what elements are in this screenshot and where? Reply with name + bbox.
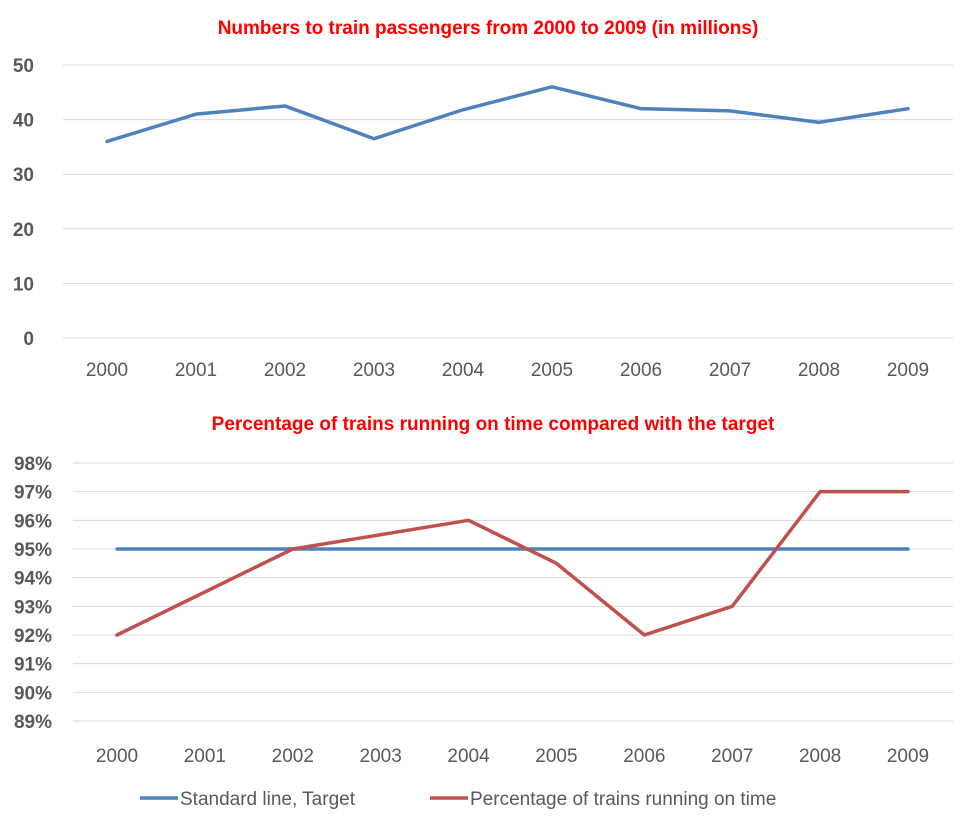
y-tick-label: 91% xyxy=(14,655,52,676)
x-tick-label: 2001 xyxy=(184,746,226,767)
x-tick-label: 2009 xyxy=(887,746,929,767)
chart-title: Percentage of trains running on time com… xyxy=(212,414,775,435)
y-tick-label: 96% xyxy=(14,511,52,532)
x-tick-label: 2005 xyxy=(531,360,573,381)
y-tick-label: 93% xyxy=(14,597,52,618)
x-tick-label: 2002 xyxy=(264,360,306,381)
legend-label: Standard line, Target xyxy=(180,789,356,810)
series-line-passengers xyxy=(105,85,910,144)
y-tick-label: 0 xyxy=(23,329,34,350)
x-tick-label: 2007 xyxy=(711,746,753,767)
legend-label: Percentage of trains running on time xyxy=(470,789,776,810)
y-tick-label: 50 xyxy=(13,56,34,77)
x-tick-label: 2000 xyxy=(96,746,138,767)
y-tick-label: 30 xyxy=(13,165,34,186)
x-tick-label: 2004 xyxy=(442,360,485,381)
x-tick-label: 2006 xyxy=(620,360,662,381)
x-tick-label: 2003 xyxy=(360,746,402,767)
x-tick-label: 2006 xyxy=(623,746,665,767)
x-tick-label: 2008 xyxy=(798,360,840,381)
y-tick-label: 89% xyxy=(14,712,52,733)
x-tick-label: 2001 xyxy=(175,360,217,381)
x-tick-label: 2008 xyxy=(799,746,841,767)
x-tick-label: 2003 xyxy=(353,360,395,381)
y-tick-label: 40 xyxy=(13,111,34,132)
x-tick-label: 2005 xyxy=(535,746,577,767)
y-tick-label: 97% xyxy=(14,483,52,504)
y-tick-label: 10 xyxy=(13,274,34,295)
y-tick-label: 94% xyxy=(14,569,52,590)
x-tick-label: 2007 xyxy=(709,360,751,381)
x-tick-label: 2004 xyxy=(447,746,490,767)
y-tick-label: 98% xyxy=(14,454,52,475)
x-tick-label: 2009 xyxy=(887,360,929,381)
x-tick-label: 2000 xyxy=(86,360,128,381)
chart-title: Numbers to train passengers from 2000 to… xyxy=(218,18,759,39)
x-tick-label: 2002 xyxy=(272,746,314,767)
y-tick-label: 95% xyxy=(14,540,52,561)
y-tick-label: 20 xyxy=(13,220,34,241)
y-tick-label: 90% xyxy=(14,683,52,704)
series-line-on-time xyxy=(115,489,910,637)
y-tick-label: 92% xyxy=(14,626,52,647)
